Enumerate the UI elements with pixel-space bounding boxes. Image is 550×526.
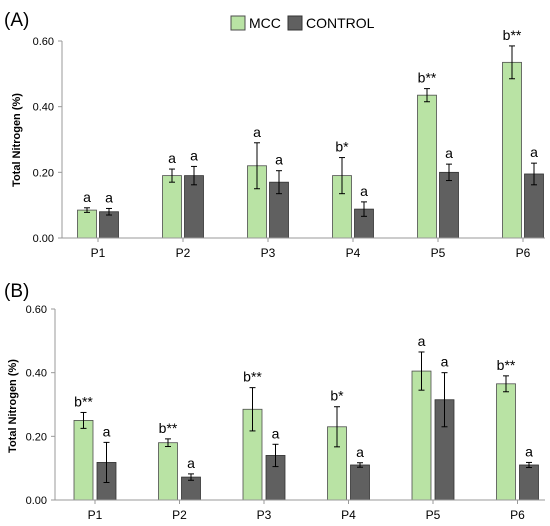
x-tick-label: P6 xyxy=(510,508,525,522)
x-tick-label: P6 xyxy=(516,246,531,260)
bar-mcc-p2 xyxy=(158,442,178,501)
bar-mcc-p6 xyxy=(502,61,522,239)
y-tick-label: 0.00 xyxy=(26,495,47,507)
bars-b: b**a b**ab**ab*aaa b**a xyxy=(73,333,539,501)
legend: MCC CONTROL xyxy=(230,15,375,31)
significance-label-control-p1: a xyxy=(105,189,113,205)
significance-label-mcc-p3: a xyxy=(253,124,261,140)
bar-mcc-p1 xyxy=(77,209,97,239)
significance-label-control-p4: a xyxy=(360,183,368,199)
x-tick-label: P5 xyxy=(426,508,441,522)
significance-label-control-p6: a xyxy=(525,443,533,459)
y-axis-label-b: Total Nitrogen (%) xyxy=(7,359,19,453)
significance-label-mcc-p6: b** xyxy=(497,357,516,373)
y-tick-label: 0.60 xyxy=(33,36,54,48)
y-ticks-a: 0.00 0.20 0.40 0.60 xyxy=(33,36,62,245)
legend-label-mcc: MCC xyxy=(249,15,281,31)
y-ticks-b: 0.00 0.20 0.40 0.60 xyxy=(26,304,55,507)
legend-label-control: CONTROL xyxy=(306,15,375,31)
significance-label-mcc-p2: b** xyxy=(159,420,178,436)
panel-label-a: (A) xyxy=(4,10,29,31)
significance-label-mcc-p1: b** xyxy=(74,393,93,409)
significance-label-control-p2: a xyxy=(190,147,198,163)
x-tick-label: P4 xyxy=(346,246,361,260)
y-tick-label: 0.40 xyxy=(26,368,47,380)
chart-panel-a: (A) Total Nitrogen (%) 0.000.200.400.60 … xyxy=(4,10,545,260)
significance-label-control-p2: a xyxy=(187,455,195,471)
x-tick-label: P1 xyxy=(88,508,103,522)
x-tick-label: P4 xyxy=(341,508,356,522)
y-tick-label: 0.20 xyxy=(26,431,47,443)
significance-label-control-p5: a xyxy=(445,145,453,161)
significance-label-control-p1: a xyxy=(103,423,111,439)
y-tick-label: 0.20 xyxy=(33,167,54,179)
bar-mcc-p2 xyxy=(162,175,182,239)
x-ticks-b: P1 P2 P3 P4 P5 P6 xyxy=(88,500,525,522)
significance-label-control-p3: a xyxy=(272,425,280,441)
significance-label-mcc-p3: b** xyxy=(243,369,262,385)
significance-label-mcc-p4: b* xyxy=(335,139,349,155)
bar-mcc-p5 xyxy=(417,94,437,239)
y-tick-label: 0.00 xyxy=(33,233,54,245)
significance-label-mcc-p1: a xyxy=(83,189,91,205)
x-tick-label: P5 xyxy=(431,246,446,260)
x-ticks-a: P1 P2 P3 P4 P5 P6 xyxy=(91,238,531,260)
significance-label-control-p4: a xyxy=(356,444,364,460)
significance-label-mcc-p5: b** xyxy=(418,70,437,86)
y-axis-label-a: Total Nitrogen (%) xyxy=(11,93,23,187)
y-tick-label: 0.40 xyxy=(33,102,54,114)
panel-label-b: (B) xyxy=(4,281,29,302)
legend-swatch-control xyxy=(287,15,303,31)
bar-mcc-p1 xyxy=(73,420,94,501)
bar-mcc-p6 xyxy=(496,383,516,501)
significance-label-mcc-p5: a xyxy=(418,333,426,349)
x-tick-label: P3 xyxy=(261,246,276,260)
y-tick-label: 0.60 xyxy=(26,304,47,316)
significance-label-control-p3: a xyxy=(275,152,283,168)
x-tick-label: P1 xyxy=(91,246,106,260)
significance-label-control-p5: a xyxy=(441,354,449,370)
significance-label-mcc-p6: b** xyxy=(503,27,522,43)
x-tick-label: P3 xyxy=(257,508,272,522)
significance-label-mcc-p4: b* xyxy=(330,388,344,404)
legend-swatch-mcc xyxy=(230,15,246,31)
significance-label-control-p6: a xyxy=(530,144,538,160)
bar-control-p1 xyxy=(99,211,119,239)
chart-panel-b: (B) Total Nitrogen (%) 0.000.200.400.60 … xyxy=(4,281,545,522)
bar-control-p4 xyxy=(350,464,370,501)
x-tick-label: P2 xyxy=(172,508,187,522)
x-tick-label: P2 xyxy=(176,246,191,260)
bar-control-p6 xyxy=(519,464,539,501)
bar-control-p5 xyxy=(439,171,459,239)
significance-label-mcc-p2: a xyxy=(168,150,176,166)
